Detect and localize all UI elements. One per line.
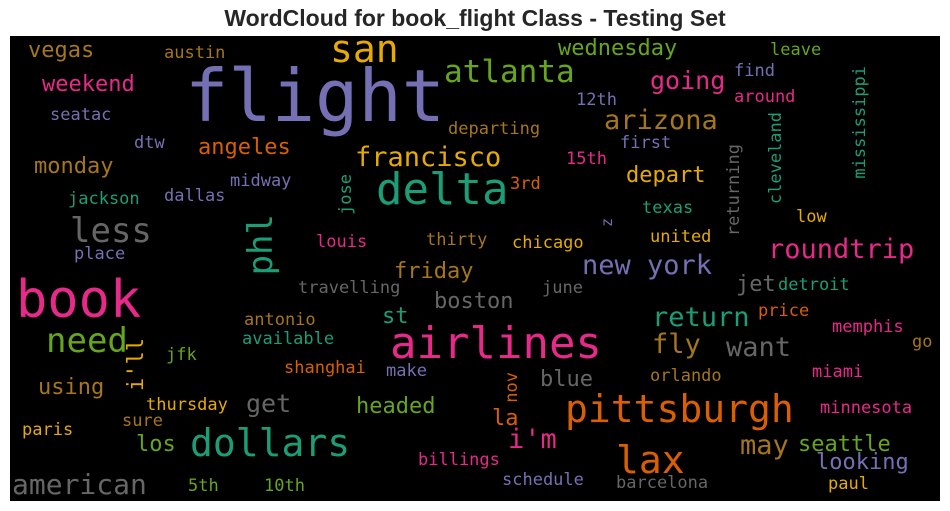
word-seatac: seatac	[50, 105, 112, 125]
word-going: going	[650, 66, 726, 95]
word-louis: louis	[316, 232, 368, 252]
word-less: less	[70, 211, 152, 251]
word-want: want	[726, 332, 792, 363]
word-delta: delta	[376, 164, 509, 215]
word-austin: austin	[164, 43, 226, 63]
word-around: around	[734, 87, 796, 107]
word-san: san	[330, 36, 399, 71]
word-monday: monday	[34, 154, 114, 179]
word-12th: 12th	[576, 90, 617, 110]
word-antonio: antonio	[244, 310, 316, 330]
word-headed: headed	[356, 394, 436, 419]
word-place: place	[74, 244, 126, 264]
word-ill: i'll	[124, 338, 149, 391]
word-minnesota: minnesota	[820, 398, 913, 418]
word-shanghai: shanghai	[284, 358, 366, 378]
word-vegas: vegas	[28, 38, 95, 63]
word-seattle: seattle	[798, 432, 891, 457]
word-sure: sure	[122, 411, 163, 431]
word-thirty: thirty	[426, 230, 488, 250]
word-texas: texas	[642, 198, 694, 218]
word-billings: billings	[418, 450, 500, 470]
word-jfk: jfk	[166, 345, 197, 365]
word-orlando: orlando	[650, 366, 722, 386]
word-find: find	[734, 61, 775, 81]
word-los: los	[136, 432, 176, 457]
word-z: z	[598, 218, 616, 228]
word-jackson: jackson	[68, 189, 140, 209]
word-dallas: dallas	[164, 186, 226, 206]
word-first: first	[620, 133, 672, 153]
word-cloud: flight book airlines delta pittsburgh do…	[10, 36, 940, 501]
word-10th: 10th	[264, 476, 305, 496]
word-new-york: new york	[582, 250, 713, 281]
word-paris: paris	[22, 420, 74, 440]
word-pittsburgh: pittsburgh	[565, 387, 794, 431]
word-detroit: detroit	[778, 275, 850, 295]
chart-title: WordCloud for book_flight Class - Testin…	[224, 5, 726, 31]
word-go: go	[912, 332, 933, 352]
word-depart: depart	[626, 163, 706, 188]
word-la: la	[492, 406, 519, 431]
word-flight: flight	[185, 54, 446, 138]
word-miami: miami	[812, 362, 864, 382]
word-schedule: schedule	[502, 470, 584, 490]
word-get: get	[246, 389, 292, 418]
word-american: american	[12, 468, 147, 501]
word-jose: jose	[336, 174, 356, 215]
word-midway: midway	[230, 171, 292, 191]
word-using: using	[38, 375, 105, 400]
word-available: available	[242, 329, 335, 349]
word-atlanta: atlanta	[444, 54, 575, 90]
word-boston: boston	[434, 289, 514, 314]
word-3rd: 3rd	[510, 174, 541, 194]
word-looking: looking	[816, 450, 909, 475]
word-jet: jet	[736, 272, 776, 297]
word-thursday: thursday	[146, 395, 228, 415]
word-memphis: memphis	[832, 317, 904, 337]
word-dollars: dollars	[190, 421, 351, 465]
word-im: i'm	[508, 424, 557, 455]
word-st: st	[382, 304, 409, 329]
word-blue: blue	[540, 367, 593, 392]
word-dtw: dtw	[134, 133, 165, 153]
word-nov: nov	[502, 372, 522, 403]
word-book: book	[16, 270, 142, 330]
word-united: united	[650, 227, 712, 247]
word-arizona: arizona	[604, 105, 718, 136]
word-june: june	[542, 278, 583, 298]
word-price: price	[758, 301, 810, 321]
word-mississippi: mississippi	[850, 66, 870, 179]
word-returning: returning	[724, 144, 744, 237]
word-friday: friday	[394, 259, 474, 284]
word-make: make	[386, 361, 427, 381]
word-return: return	[652, 302, 750, 333]
word-need: need	[46, 321, 128, 361]
word-may: may	[740, 430, 789, 461]
word-weekend: weekend	[42, 72, 135, 97]
word-francisco: francisco	[355, 142, 502, 173]
word-airlines: airlines	[390, 318, 602, 369]
word-paul: paul	[828, 474, 869, 494]
word-phl: phl	[241, 214, 281, 276]
word-departing: departing	[448, 119, 541, 139]
word-barcelona: barcelona	[616, 473, 709, 493]
word-angeles: angeles	[198, 135, 291, 160]
word-chicago: chicago	[512, 233, 584, 253]
word-5th: 5th	[188, 476, 219, 496]
word-fly: fly	[652, 329, 701, 360]
word-low: low	[796, 207, 827, 227]
word-cleveland: cleveland	[766, 112, 786, 205]
word-lax: lax	[616, 438, 685, 482]
word-wednesday: wednesday	[558, 36, 678, 61]
word-roundtrip: roundtrip	[768, 234, 915, 265]
word-leave: leave	[770, 40, 822, 60]
word-travelling: travelling	[298, 278, 401, 298]
word-15th: 15th	[566, 149, 607, 169]
